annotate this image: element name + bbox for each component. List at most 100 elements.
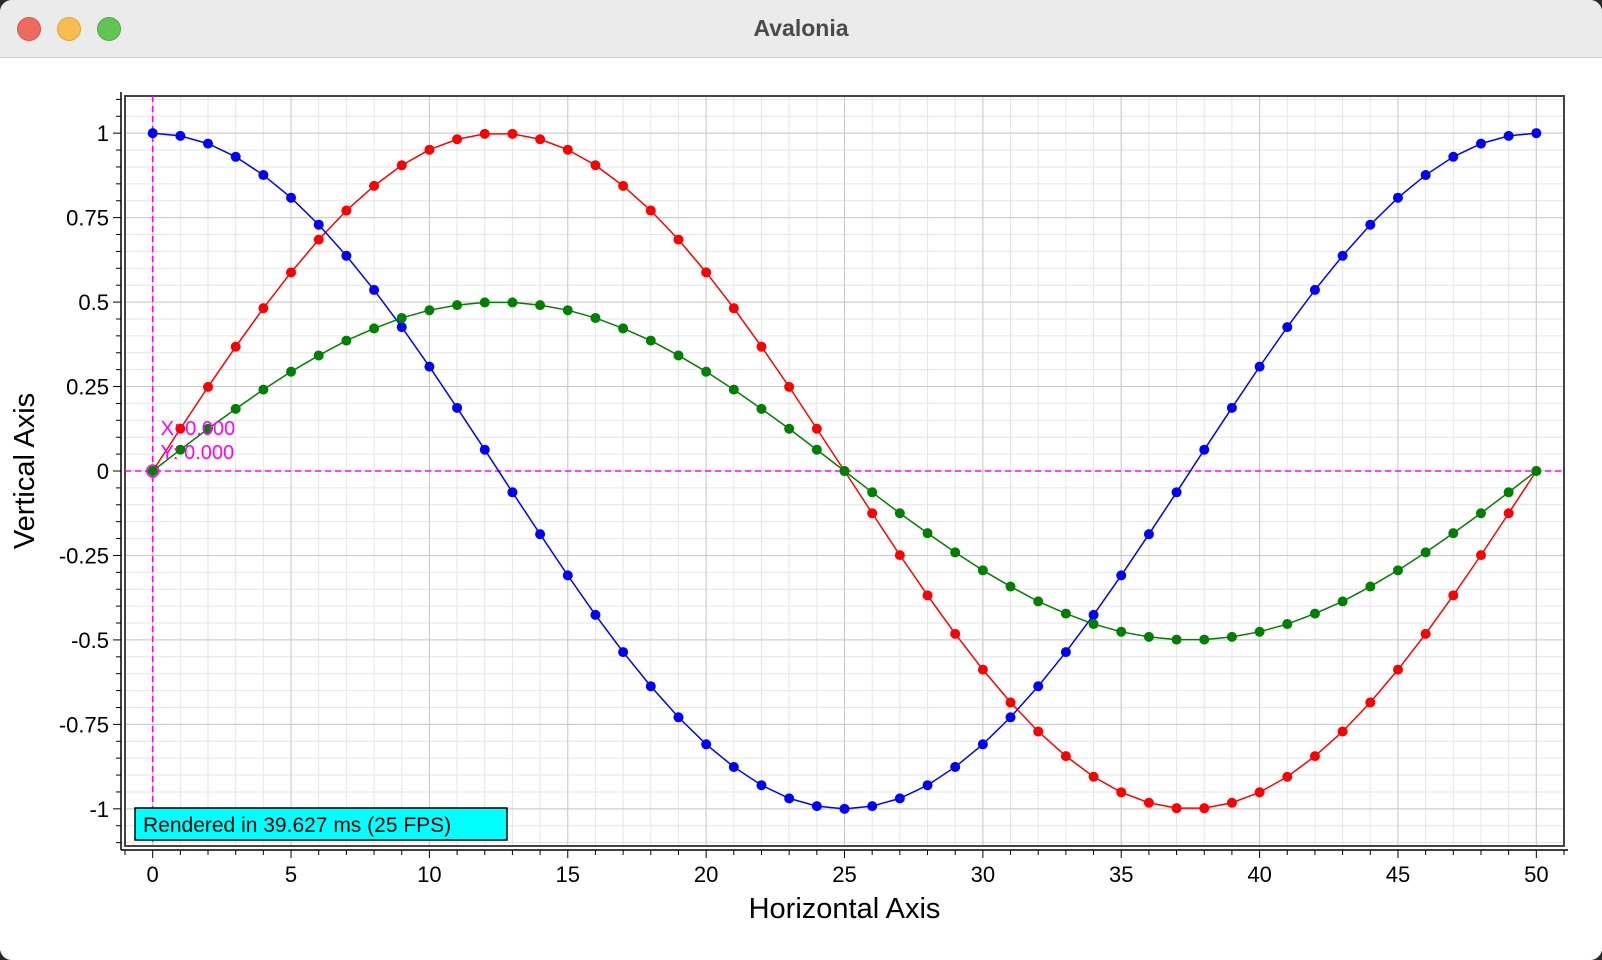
series-2-point (507, 297, 518, 308)
series-1-point (1171, 487, 1182, 498)
series-0-point (701, 267, 712, 278)
x-tick-label: 25 (832, 862, 856, 887)
series-0-point (1337, 726, 1348, 737)
series-0-point (313, 234, 324, 245)
x-tick-label: 30 (971, 862, 995, 887)
x-tick-label: 10 (417, 862, 441, 887)
y-tick-label: -1 (89, 797, 109, 822)
series-1-point (1365, 219, 1376, 230)
series-2-point (479, 297, 490, 308)
series-2-point (1309, 608, 1320, 619)
series-1-point (1033, 681, 1044, 692)
x-tick-label: 20 (694, 862, 718, 887)
series-0-point (535, 134, 546, 145)
series-1-point (618, 647, 629, 658)
series-0-point (1420, 628, 1431, 639)
series-1-point (1116, 570, 1127, 581)
series-0-point (728, 303, 739, 314)
series-1-point (645, 681, 656, 692)
series-1-point (313, 219, 324, 230)
series-2-point (1392, 565, 1403, 576)
series-1-point (977, 739, 988, 750)
close-window-button[interactable] (17, 17, 41, 41)
series-2-point (396, 312, 407, 323)
line-chart[interactable]: 0 5 10 15 20 25 30 35 40 45 50 1 0.75 0.5 0.25 0 -0.25 -0… (0, 58, 1602, 960)
series-0-point (341, 205, 352, 216)
series-1-point (922, 780, 933, 791)
series-2-point (562, 305, 573, 316)
series-1-point (1420, 170, 1431, 181)
series-0-point (1448, 590, 1459, 601)
series-0-point (950, 628, 961, 639)
series-2-point (645, 335, 656, 346)
y-tick-label: -0.5 (71, 628, 109, 653)
series-2-point (203, 423, 214, 434)
series-1-point (175, 130, 186, 141)
series-2-point (1005, 581, 1016, 592)
series-1-point (950, 761, 961, 772)
series-0-point (618, 180, 629, 191)
y-tick-label: -0.75 (59, 712, 109, 737)
series-2-point (1226, 631, 1237, 642)
series-0-point (258, 303, 269, 314)
series-0-point (673, 234, 684, 245)
series-2-point (701, 366, 712, 377)
series-1-point (507, 487, 518, 498)
series-2-point (535, 300, 546, 311)
series-0-point (645, 205, 656, 216)
series-1-point (369, 284, 380, 295)
benchmark-label-box (134, 807, 508, 841)
x-axis-title: Horizontal Axis (749, 893, 941, 925)
series-0-point (369, 180, 380, 191)
series-1-point (867, 801, 878, 812)
series-1-point (1309, 284, 1320, 295)
series-1-point (230, 151, 241, 162)
plot-area-container: 0 5 10 15 20 25 30 35 40 45 50 1 0.75 0.5 0.25 0 -0.25 -0… (0, 58, 1602, 960)
x-tick-label: 50 (1524, 862, 1548, 887)
series-0-point (977, 664, 988, 675)
minimize-window-button[interactable] (57, 17, 81, 41)
series-1-point (1226, 402, 1237, 413)
series-1-point (590, 609, 601, 620)
crosshair-y-label: Y: 0.000 (161, 442, 234, 464)
series-2-point (1503, 487, 1514, 498)
series-1-point (673, 712, 684, 723)
series-2-point (1088, 619, 1099, 630)
title-bar[interactable]: Avalonia (0, 0, 1602, 58)
series-2-point (1448, 528, 1459, 539)
series-0-point (286, 267, 297, 278)
series-1-point (396, 322, 407, 333)
y-tick-label: 0 (97, 459, 109, 484)
series-0-point (922, 590, 933, 601)
x-tick-label: 15 (556, 862, 580, 887)
series-0-point (894, 550, 905, 561)
series-1-point (756, 780, 767, 791)
x-tick-label: 35 (1109, 862, 1133, 887)
crosshair-x-label: X: 0.000 (161, 418, 236, 440)
series-0-point (562, 144, 573, 155)
series-2-point (1033, 596, 1044, 607)
series-2-point (424, 305, 435, 316)
series-2-point (618, 323, 629, 334)
series-1-point (1199, 444, 1210, 455)
maximize-window-button[interactable] (97, 17, 121, 41)
series-2-point (922, 528, 933, 539)
series-1-point (1005, 712, 1016, 723)
benchmark-label: Rendered in 39.627 ms (25 FPS) (143, 814, 451, 837)
series-2-point (1365, 581, 1376, 592)
series-1-point (1143, 529, 1154, 540)
series-1-point (728, 761, 739, 772)
series-1-point (811, 801, 822, 812)
series-0-point (1309, 751, 1320, 762)
series-0-point (507, 128, 518, 139)
series-0-point (1392, 664, 1403, 675)
series-2-point (1116, 626, 1127, 637)
series-1-point (479, 444, 490, 455)
series-0-point (1503, 508, 1514, 519)
series-0-point (1116, 787, 1127, 798)
series-0-point (479, 128, 490, 139)
series-1-point (1282, 322, 1293, 333)
series-1-point (1448, 151, 1459, 162)
series-0-point (424, 144, 435, 155)
